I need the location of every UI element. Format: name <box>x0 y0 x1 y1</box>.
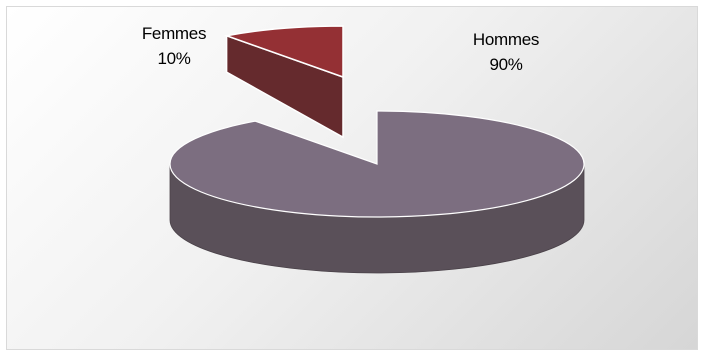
pie-slice-femmes-top <box>223 25 344 79</box>
pie-slice-femmes <box>223 25 344 139</box>
chart-area: Femmes 10% Hommes 90% <box>6 6 698 350</box>
pie-slice-hommes <box>169 110 585 274</box>
pie-slice-hommes-top <box>169 110 585 218</box>
pie-chart <box>169 25 585 274</box>
data-label-hommes-value: 90% <box>489 55 523 74</box>
data-label-hommes: Hommes 90% <box>451 27 561 77</box>
data-label-femmes-name: Femmes <box>141 24 207 43</box>
data-label-femmes-value: 10% <box>157 49 191 68</box>
data-label-hommes-name: Hommes <box>472 30 540 49</box>
data-label-femmes: Femmes 10% <box>119 21 229 71</box>
